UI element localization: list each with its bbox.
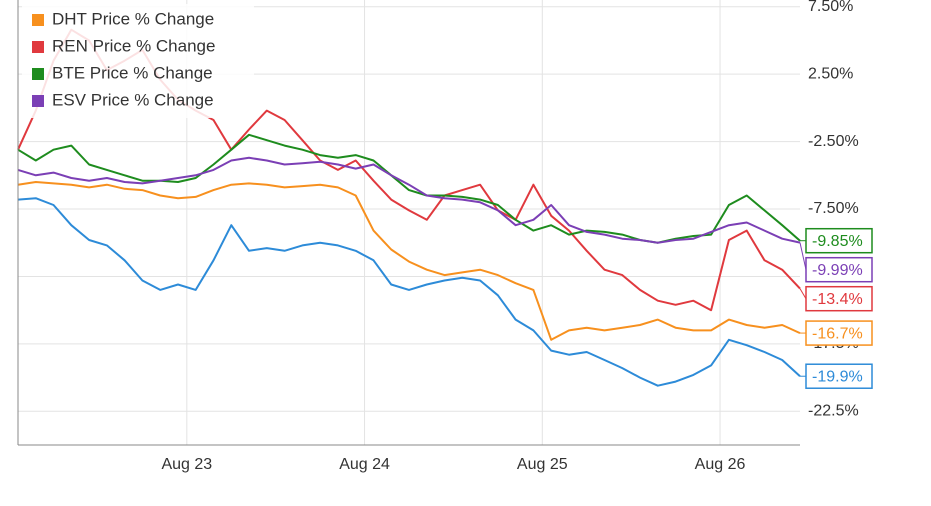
end-marker — [799, 242, 807, 270]
end-label-text: -19.9% — [812, 368, 863, 385]
x-tick-label: Aug 26 — [695, 456, 746, 473]
x-tick-label: Aug 25 — [517, 456, 568, 473]
x-tick-label: Aug 24 — [339, 456, 390, 473]
legend-swatch — [32, 14, 44, 26]
legend-label: REN Price % Change — [52, 36, 215, 55]
y-tick-label: -2.50% — [808, 133, 859, 150]
end-label-text: -13.4% — [812, 291, 863, 308]
series-line — [17, 181, 801, 341]
end-label-box — [805, 320, 873, 346]
legend: DHT Price % Change REN Price % Change BTE … — [22, 4, 254, 118]
series-line — [17, 197, 801, 387]
end-label-box — [805, 285, 873, 312]
x-tick-label: Aug 23 — [161, 456, 212, 473]
series-line — [17, 156, 801, 244]
end-marker — [799, 288, 807, 299]
y-tick-label: 2.50% — [808, 65, 853, 82]
end-label-text: -9.85% — [812, 233, 863, 250]
y-tick-label: -22.5% — [808, 403, 859, 420]
legend-label: DHT Price % Change — [52, 9, 214, 28]
legend-swatch — [32, 41, 44, 53]
end-label: -9.85% — [800, 227, 873, 254]
end-label: -13.4% — [799, 285, 873, 312]
y-tick-label: -7.50% — [808, 200, 859, 217]
labels: 7.50%2.50%-2.50%-7.50%-12.5%-17.5%-22.5%… — [161, 0, 873, 473]
end-label-box — [805, 256, 873, 283]
y-tick-label: 7.50% — [808, 0, 853, 15]
legend-label: BTE Price % Change — [52, 63, 213, 82]
end-label: -16.7% — [800, 320, 873, 346]
end-label: -19.9% — [800, 363, 873, 389]
end-label-text: -9.99% — [812, 262, 863, 279]
end-label-text: -16.7% — [812, 325, 863, 342]
legend-label: ESV Price % Change — [52, 90, 214, 109]
legend-background — [22, 4, 254, 118]
end-label: -9.99% — [799, 242, 873, 283]
legend-swatch — [32, 95, 44, 107]
legend-swatch — [32, 68, 44, 80]
end-label-box — [805, 227, 873, 254]
